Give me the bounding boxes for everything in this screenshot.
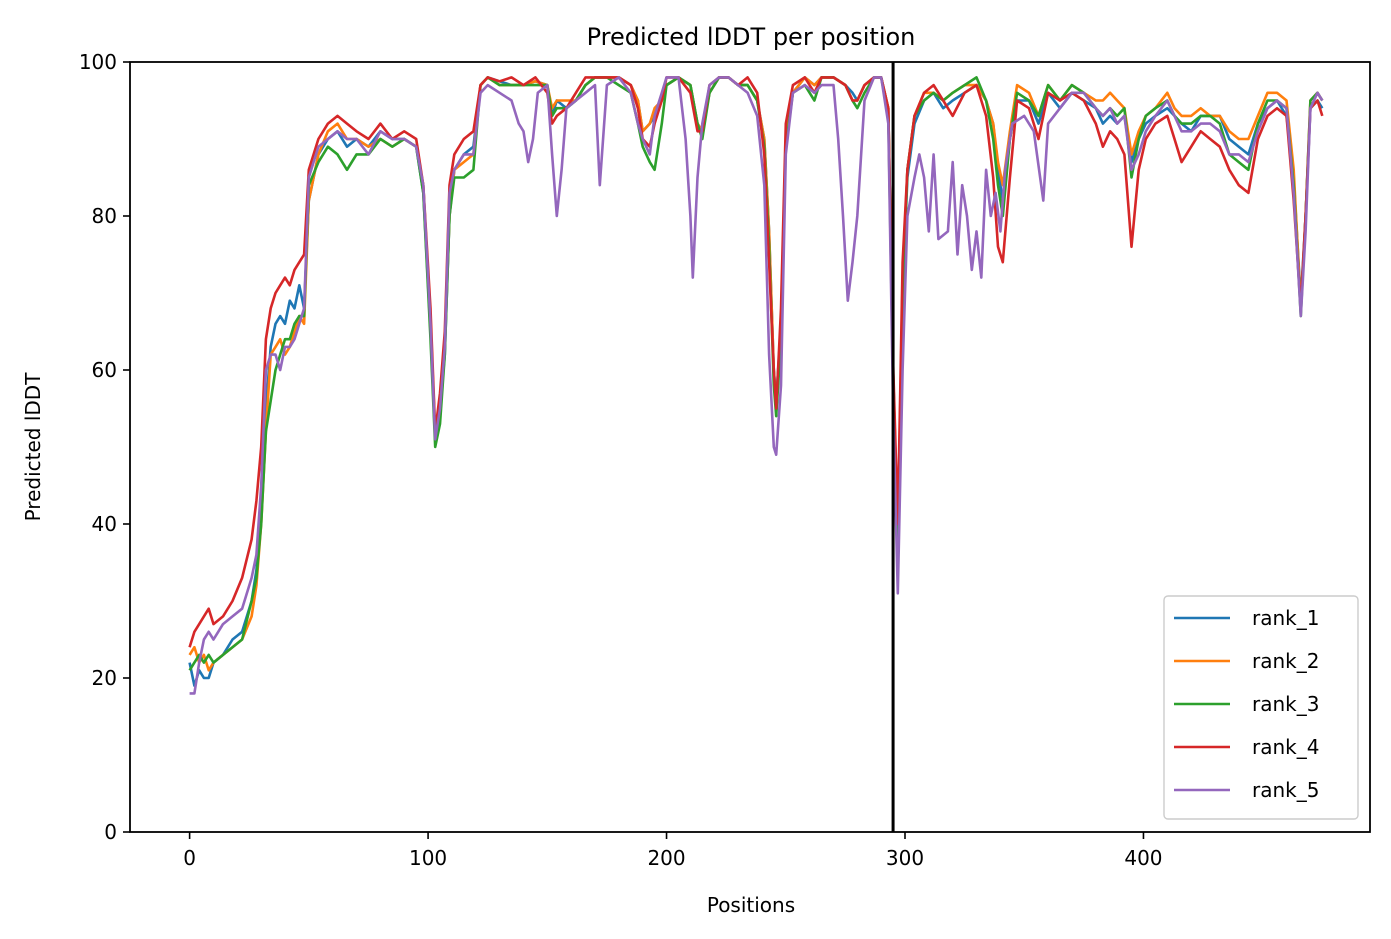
legend-label: rank_3 xyxy=(1252,692,1319,716)
y-tick-label: 20 xyxy=(92,666,117,690)
chart-title: Predicted lDDT per position xyxy=(587,23,916,51)
legend-label: rank_5 xyxy=(1252,778,1319,802)
legend-label: rank_2 xyxy=(1252,649,1319,673)
series-line-rank-5 xyxy=(189,76,1324,695)
x-tick-label: 200 xyxy=(647,846,685,870)
x-tick-label: 300 xyxy=(886,846,924,870)
legend-box xyxy=(1163,595,1359,820)
x-axis-title: Positions xyxy=(707,893,795,917)
y-tick-label: 60 xyxy=(92,358,117,382)
legend-label: rank_4 xyxy=(1252,735,1319,759)
y-axis: 0 20 40 60 80 100 xyxy=(79,50,130,844)
y-axis-title: Predicted lDDT xyxy=(21,372,45,522)
legend-label: rank_1 xyxy=(1252,606,1319,630)
y-tick-label: 100 xyxy=(79,50,117,74)
plot-lines xyxy=(188,76,1324,695)
x-tick-label: 0 xyxy=(183,846,196,870)
y-tick-label: 80 xyxy=(92,204,117,228)
y-tick-label: 40 xyxy=(92,512,117,536)
series-line-rank-4 xyxy=(188,76,1324,648)
plot-frame xyxy=(129,61,1371,833)
x-axis: 0 100 200 300 400 xyxy=(183,832,1163,870)
y-tick-label: 0 xyxy=(104,820,117,844)
legend: rank_1 rank_2 rank_3 rank_4 rank_5 xyxy=(1163,595,1359,820)
x-tick-label: 100 xyxy=(409,846,447,870)
x-tick-label: 400 xyxy=(1124,846,1162,870)
